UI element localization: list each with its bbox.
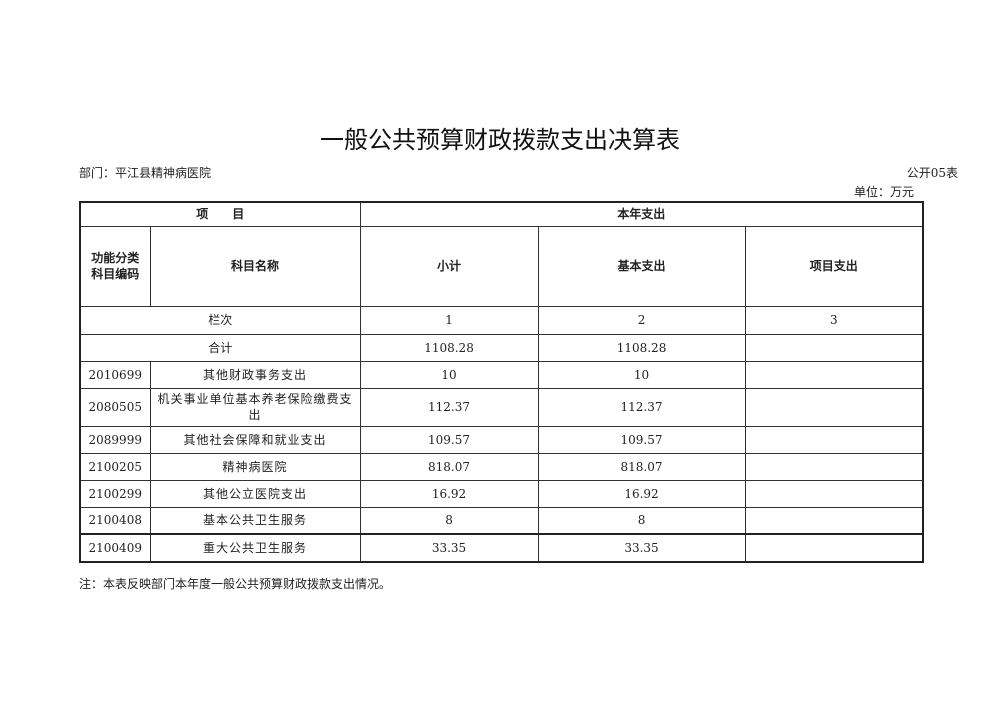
header-row-2: 功能分类科目编码 科目名称 小计 基本支出 项目支出: [79, 225, 924, 307]
cell-project: [744, 387, 924, 427]
cell-project: [744, 425, 924, 454]
cell-basic: 33.35: [537, 533, 746, 563]
cell-code: 2080505: [79, 387, 151, 427]
cell-project: [744, 360, 924, 389]
table-row: 2089999 其他社会保障和就业支出 109.57 109.57: [79, 425, 924, 454]
cell-project: [744, 506, 924, 535]
cell-subtotal: 8: [359, 506, 539, 535]
total-project: [744, 333, 924, 362]
cell-basic: 818.07: [537, 452, 746, 481]
column-3: 3: [744, 305, 924, 335]
column-1: 1: [359, 305, 539, 335]
cell-basic: 109.57: [537, 425, 746, 454]
cell-subtotal: 16.92: [359, 479, 539, 508]
cell-code: 2100299: [79, 479, 151, 508]
cell-code: 2010699: [79, 360, 151, 389]
cell-subtotal: 33.35: [359, 533, 539, 563]
cell-basic: 112.37: [537, 387, 746, 427]
cell-subtotal: 109.57: [359, 425, 539, 454]
total-row: 合计 1108.28 1108.28: [79, 333, 924, 362]
table-row: 2080505 机关事业单位基本养老保险缴费支出 112.37 112.37: [79, 387, 924, 427]
header-name: 科目名称: [149, 225, 361, 307]
cell-name: 重大公共卫生服务: [149, 533, 361, 563]
cell-name: 基本公共卫生服务: [149, 506, 361, 535]
table-row: 2100409 重大公共卫生服务 33.35 33.35: [79, 533, 924, 563]
column-label: 栏次: [79, 305, 361, 335]
cell-basic: 8: [537, 506, 746, 535]
cell-name: 其他社会保障和就业支出: [149, 425, 361, 454]
table-row: 2100205 精神病医院 818.07 818.07: [79, 452, 924, 481]
table-row: 2100408 基本公共卫生服务 8 8: [79, 506, 924, 535]
column-number-row: 栏次 1 2 3: [79, 305, 924, 335]
cell-name: 机关事业单位基本养老保险缴费支出: [149, 387, 361, 427]
cell-code: 2100409: [79, 533, 151, 563]
cell-code: 2100408: [79, 506, 151, 535]
column-2: 2: [537, 305, 746, 335]
cell-code: 2100205: [79, 452, 151, 481]
header-code: 功能分类科目编码: [79, 225, 151, 307]
footnote: 注：本表反映部门本年度一般公共预算财政拨款支出情况。: [79, 577, 392, 591]
cell-project: [744, 533, 924, 563]
cell-name: 精神病医院: [149, 452, 361, 481]
header-row-1: 项 目 本年支出: [79, 201, 924, 227]
cell-project: [744, 479, 924, 508]
header-current-year: 本年支出: [359, 201, 924, 227]
header-item: 项 目: [79, 201, 361, 227]
cell-name: 其他财政事务支出: [149, 360, 361, 389]
cell-subtotal: 818.07: [359, 452, 539, 481]
page-title: 一般公共预算财政拨款支出决算表: [320, 126, 680, 154]
total-label: 合计: [79, 333, 361, 362]
cell-basic: 16.92: [537, 479, 746, 508]
cell-subtotal: 112.37: [359, 387, 539, 427]
header-basic: 基本支出: [537, 225, 746, 307]
unit-label: 单位：万元: [853, 185, 914, 199]
cell-basic: 10: [537, 360, 746, 389]
expenditure-table: 项 目 本年支出 功能分类科目编码 科目名称 小计 基本支出 项目支出 栏次 1…: [79, 201, 925, 563]
total-basic: 1108.28: [537, 333, 746, 362]
cell-name: 其他公立医院支出: [149, 479, 361, 508]
cell-subtotal: 10: [359, 360, 539, 389]
form-number: 公开05表: [906, 166, 958, 180]
table-row: 2010699 其他财政事务支出 10 10: [79, 360, 924, 389]
header-subtotal: 小计: [359, 225, 539, 307]
cell-project: [744, 452, 924, 481]
total-subtotal: 1108.28: [359, 333, 539, 362]
department-label: 部门：平江县精神病医院: [79, 166, 212, 180]
cell-code: 2089999: [79, 425, 151, 454]
header-project: 项目支出: [744, 225, 924, 307]
table-row: 2100299 其他公立医院支出 16.92 16.92: [79, 479, 924, 508]
